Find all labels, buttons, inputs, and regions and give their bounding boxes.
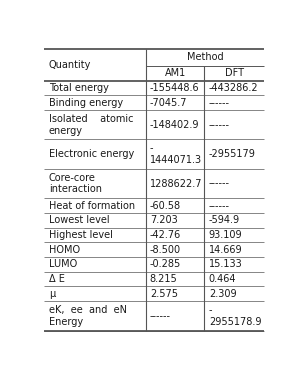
Text: -60.58: -60.58: [150, 201, 181, 211]
Text: Lowest level: Lowest level: [49, 215, 110, 225]
Text: ------: ------: [209, 120, 230, 130]
Text: -0.285: -0.285: [150, 259, 181, 269]
Text: 8.215: 8.215: [150, 274, 178, 284]
Text: 1288622.7: 1288622.7: [150, 179, 202, 188]
Text: -2955179: -2955179: [209, 149, 256, 159]
Text: Method: Method: [187, 52, 224, 62]
Text: -443286.2: -443286.2: [209, 83, 258, 93]
Text: -
2955178.9: - 2955178.9: [209, 305, 261, 327]
Text: Isolated    atomic
energy: Isolated atomic energy: [49, 114, 133, 135]
Text: -148402.9: -148402.9: [150, 120, 199, 130]
Text: AM1: AM1: [165, 68, 186, 78]
Text: -594.9: -594.9: [209, 215, 240, 225]
Text: 2.575: 2.575: [150, 289, 178, 299]
Text: Highest level: Highest level: [49, 230, 113, 240]
Text: ------: ------: [209, 98, 230, 108]
Text: -42.76: -42.76: [150, 230, 181, 240]
Text: ------: ------: [150, 311, 171, 321]
Text: -155448.6: -155448.6: [150, 83, 199, 93]
Text: HOMO: HOMO: [49, 245, 80, 255]
Text: ------: ------: [209, 201, 230, 211]
Text: 15.133: 15.133: [209, 259, 242, 269]
Text: 0.464: 0.464: [209, 274, 236, 284]
Text: Heat of formation: Heat of formation: [49, 201, 135, 211]
Text: -8.500: -8.500: [150, 245, 181, 255]
Text: μ: μ: [49, 289, 55, 299]
Text: 2.309: 2.309: [209, 289, 237, 299]
Text: Quantity: Quantity: [49, 60, 91, 70]
Text: 93.109: 93.109: [209, 230, 242, 240]
Text: ------: ------: [209, 179, 230, 188]
Text: eK,  ee  and  eN
Energy: eK, ee and eN Energy: [49, 305, 127, 327]
Text: -
1444071.3: - 1444071.3: [150, 143, 202, 165]
Text: Core-core
interaction: Core-core interaction: [49, 173, 102, 194]
Text: -7045.7: -7045.7: [150, 98, 187, 108]
Text: LUMO: LUMO: [49, 259, 77, 269]
Text: Δ E: Δ E: [49, 274, 65, 284]
Text: Binding energy: Binding energy: [49, 98, 123, 108]
Text: 7.203: 7.203: [150, 215, 178, 225]
Text: DFT: DFT: [225, 68, 244, 78]
Text: Total energy: Total energy: [49, 83, 109, 93]
Text: 14.669: 14.669: [209, 245, 242, 255]
Text: Electronic energy: Electronic energy: [49, 149, 134, 159]
